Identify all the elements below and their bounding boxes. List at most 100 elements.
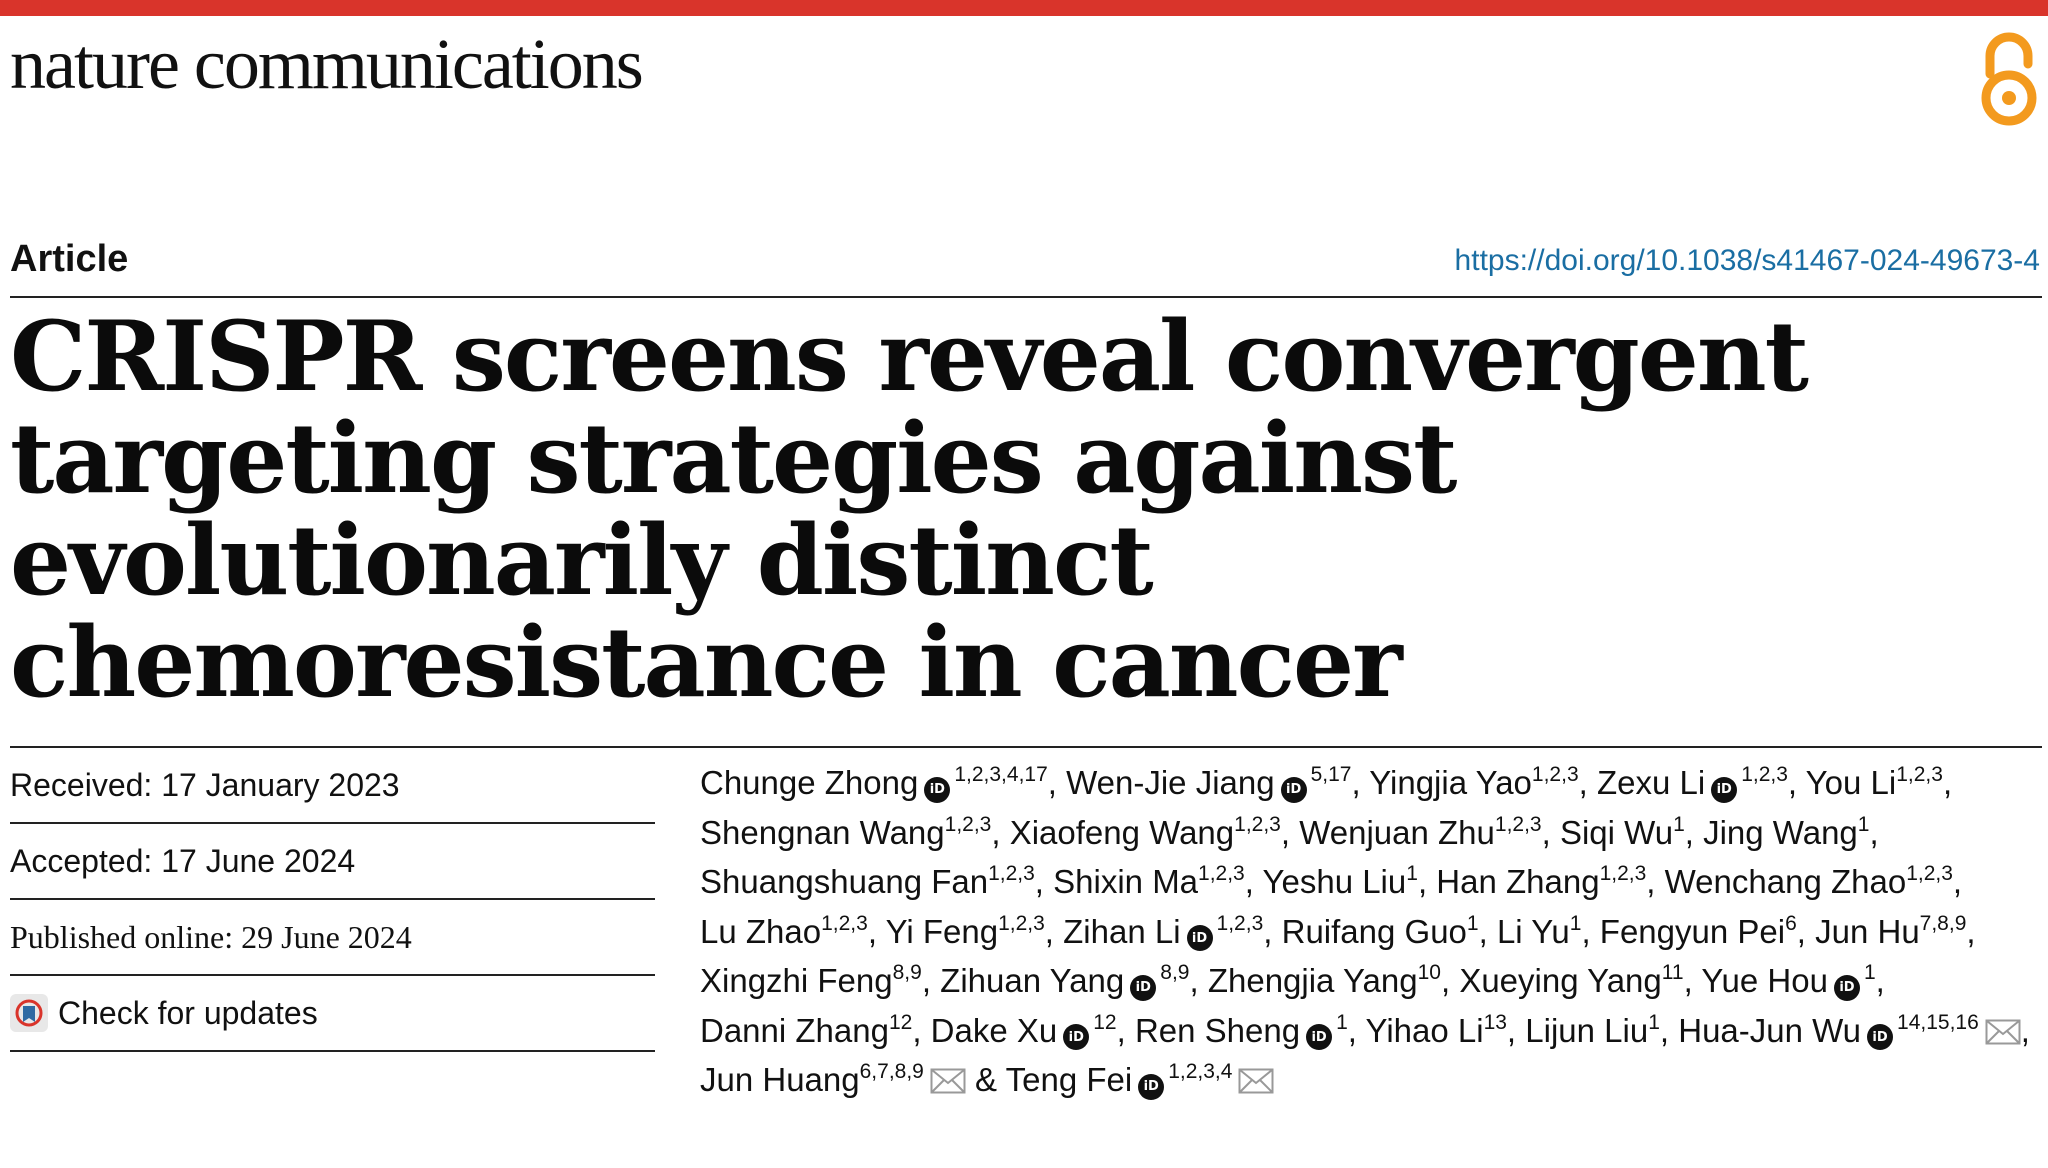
author-name[interactable]: Xingzhi Feng	[700, 962, 893, 999]
author-entry[interactable]: You Li1,2,3,	[1806, 764, 1952, 801]
author-name[interactable]: Yue Hou	[1701, 962, 1828, 999]
journal-name[interactable]: nature communications	[10, 24, 644, 104]
mail-icon[interactable]	[1238, 1068, 1274, 1094]
author-name[interactable]: Wenchang Zhao	[1664, 863, 1907, 900]
author-name[interactable]: Ruifang Guo	[1281, 912, 1467, 950]
author-entry[interactable]: Danni Zhang12,	[700, 1012, 922, 1049]
author-name[interactable]: Zihuan Yang	[940, 962, 1125, 999]
orcid-icon[interactable]: iD	[924, 776, 951, 803]
affiliation-superscript: 1	[1648, 1010, 1660, 1034]
check-updates-label: Check for updates	[58, 994, 318, 1031]
author-entry[interactable]: Ren Sheng iD1,	[1134, 1011, 1357, 1051]
author-entry[interactable]: Wen-Jie Jiang iD5,17,	[1066, 764, 1361, 803]
author-separator: ,	[1581, 912, 1591, 950]
orcid-icon[interactable]: iD	[1280, 776, 1307, 803]
orcid-icon[interactable]: iD	[1063, 1024, 1090, 1051]
author-name[interactable]: Danni Zhang	[700, 1011, 889, 1049]
affiliation-superscript: 12	[1093, 1010, 1117, 1034]
author-entry[interactable]: Lu Zhao1,2,3,	[700, 913, 877, 950]
author-entry[interactable]: Shengnan Wang1,2,3,	[700, 814, 1001, 851]
author-separator: ,	[1683, 962, 1693, 999]
author-entry[interactable]: Wenchang Zhao1,2,3,	[1665, 863, 1962, 900]
author-entry[interactable]: Jun Huang6,7,8,9 &	[700, 1061, 997, 1098]
author-entry[interactable]: Li Yu1,	[1497, 913, 1591, 950]
orcid-icon[interactable]: iD	[1130, 974, 1157, 1001]
author-name[interactable]: Ren Sheng	[1134, 1011, 1301, 1049]
orcid-icon[interactable]: iD	[1867, 1024, 1894, 1051]
author-name[interactable]: Yihao Li	[1365, 1011, 1484, 1049]
affiliation-superscript: 1	[1857, 812, 1870, 836]
author-entry[interactable]: Yeshu Liu1,	[1263, 863, 1428, 900]
affiliation-superscript: 12	[888, 1010, 913, 1034]
affiliation-superscript: 1,2,3	[1234, 812, 1281, 836]
author-name[interactable]: Shixin Ma	[1053, 863, 1199, 900]
author-entry[interactable]: Siqi Wu1,	[1560, 814, 1694, 851]
affiliation-superscript: 11	[1661, 961, 1684, 984]
author-name[interactable]: Hua-Jun Wu	[1678, 1011, 1862, 1049]
author-entry[interactable]: Yi Feng1,2,3,	[886, 913, 1054, 950]
author-entry[interactable]: Chunge Zhong iD1,2,3,4,17,	[700, 764, 1057, 803]
author-entry[interactable]: Fengyun Pei6,	[1600, 913, 1806, 950]
author-name[interactable]: Zhengjia Yang	[1207, 962, 1418, 999]
author-entry[interactable]: Shixin Ma1,2,3,	[1053, 863, 1254, 900]
author-name[interactable]: Zexu Li	[1596, 764, 1706, 801]
author-entry[interactable]: Ruifang Guo1,	[1282, 913, 1488, 950]
author-entry[interactable]: Yue Hou iD1,	[1701, 962, 1885, 1001]
author-name[interactable]: Siqi Wu	[1559, 813, 1674, 851]
author-entry[interactable]: Yingjia Yao1,2,3,	[1369, 764, 1588, 801]
author-name[interactable]: Xiaofeng Wang	[1009, 813, 1235, 851]
author-name[interactable]: Yeshu Liu	[1262, 863, 1407, 900]
author-name[interactable]: Lu Zhao	[700, 912, 822, 950]
author-name[interactable]: Li Yu	[1496, 912, 1570, 950]
author-name[interactable]: Han Zhang	[1436, 863, 1600, 900]
author-entry[interactable]: Dake Xu iD12,	[930, 1010, 1126, 1051]
affiliation-superscript: 1,2,3	[998, 911, 1045, 935]
author-name[interactable]: Fengyun Pei	[1599, 912, 1786, 950]
author-name[interactable]: Jing Wang	[1703, 813, 1858, 851]
orcid-icon[interactable]: iD	[1306, 1024, 1333, 1051]
author-entry[interactable]: Yihao Li13,	[1366, 1012, 1517, 1049]
orcid-icon[interactable]: iD	[1711, 776, 1738, 803]
author-entry[interactable]: Jing Wang1,	[1703, 814, 1879, 851]
doi-link[interactable]: https://doi.org/10.1038/s41467-024-49673…	[1454, 244, 2040, 277]
author-name[interactable]: Shuangshuang Fan	[700, 863, 989, 900]
author-entry[interactable]: Shuangshuang Fan1,2,3,	[700, 863, 1044, 900]
mail-icon[interactable]	[930, 1068, 966, 1094]
author-entry[interactable]: Hua-Jun Wu iD14,15,16,	[1678, 1011, 2030, 1051]
author-entry[interactable]: Zihan Li iD1,2,3,	[1063, 912, 1272, 952]
author-entry[interactable]: Zexu Li iD1,2,3,	[1596, 764, 1797, 803]
author-name[interactable]: You Li	[1805, 764, 1897, 801]
author-name[interactable]: Jun Huang	[700, 1061, 860, 1098]
mail-icon[interactable]	[1985, 1019, 2021, 1045]
author-separator: ,	[867, 912, 877, 950]
affiliation-superscript: 6,7,8,9	[859, 1060, 924, 1083]
author-name[interactable]: Yi Feng	[885, 912, 999, 950]
author-name[interactable]: Teng Fei	[1005, 1061, 1133, 1098]
author-name[interactable]: Chunge Zhong	[700, 764, 919, 801]
author-name[interactable]: Shengnan Wang	[700, 813, 945, 851]
check-for-updates-button[interactable]: Check for updates	[10, 976, 655, 1052]
author-name[interactable]: Jun Hu	[1815, 912, 1920, 950]
author-entry[interactable]: Lijun Liu1,	[1525, 1012, 1669, 1049]
author-name[interactable]: Wenjuan Zhu	[1299, 813, 1495, 851]
author-entry[interactable]: Xingzhi Feng8,9,	[700, 962, 931, 999]
author-name[interactable]: Wen-Jie Jiang	[1066, 764, 1275, 801]
orcid-icon[interactable]: iD	[1833, 974, 1860, 1001]
author-entry[interactable]: Xiaofeng Wang1,2,3,	[1010, 814, 1290, 851]
top-color-bar	[0, 0, 2048, 16]
author-entry[interactable]: Teng Fei iD1,2,3,4	[1005, 1061, 1275, 1100]
author-entry[interactable]: Zhengjia Yang10,	[1208, 962, 1450, 999]
author-entry[interactable]: Wenjuan Zhu1,2,3,	[1299, 814, 1551, 851]
author-name[interactable]: Xueying Yang	[1459, 962, 1662, 999]
orcid-icon[interactable]: iD	[1138, 1073, 1165, 1100]
author-name[interactable]: Yingjia Yao	[1369, 764, 1532, 801]
open-access-icon	[1981, 32, 2037, 126]
orcid-icon[interactable]: iD	[1186, 925, 1213, 952]
author-entry[interactable]: Xueying Yang11,	[1459, 962, 1692, 999]
author-entry[interactable]: Jun Hu7,8,9,	[1815, 913, 1975, 950]
author-name[interactable]: Lijun Liu	[1525, 1011, 1649, 1049]
author-name[interactable]: Zihan Li	[1063, 912, 1181, 950]
author-entry[interactable]: Han Zhang1,2,3,	[1436, 863, 1655, 900]
author-name[interactable]: Dake Xu	[930, 1011, 1058, 1049]
author-entry[interactable]: Zihuan Yang iD8,9,	[940, 962, 1199, 1001]
